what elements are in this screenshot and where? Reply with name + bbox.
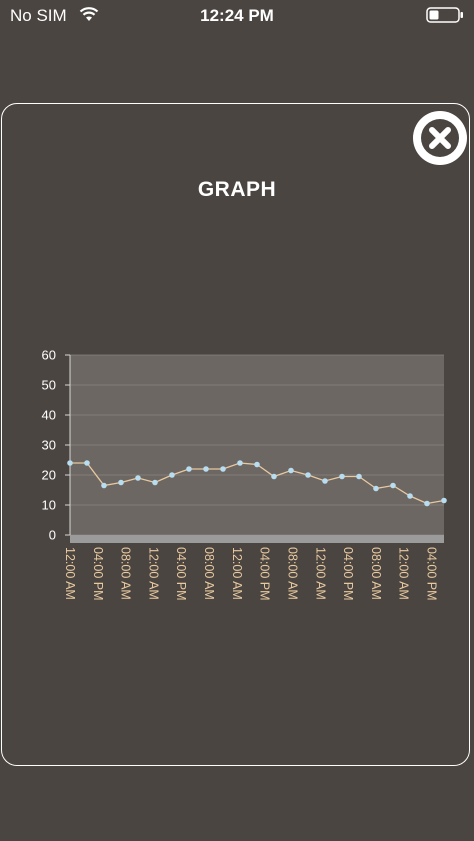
data-point: [135, 475, 141, 481]
close-button[interactable]: [413, 111, 467, 165]
x-tick-label: 12:00 AM: [230, 547, 244, 600]
y-axis-ticks: 60 50 40 30 20 10 0: [42, 348, 70, 543]
x-tick-label: 04:00 PM: [258, 547, 272, 601]
battery-icon: [426, 7, 463, 23]
x-tick-label: 12:00 AM: [63, 547, 77, 600]
y-tick-label: 10: [42, 498, 56, 513]
x-tick-label: 04:00 PM: [174, 547, 188, 601]
y-tick-label: 30: [42, 438, 56, 453]
y-tick-label: 50: [42, 378, 56, 393]
data-point: [373, 485, 379, 492]
close-icon: [421, 119, 459, 157]
x-axis-ticks: 12:00 AM 04:00 PM 08:00 AM 12:00 AM 04:00 PM…: [63, 547, 438, 601]
data-point: [424, 500, 430, 507]
data-point: [305, 472, 311, 478]
x-tick-label: 08:00 AM: [285, 547, 299, 600]
data-point: [288, 467, 294, 474]
carrier-label: No SIM: [10, 6, 67, 25]
data-point: [220, 466, 226, 472]
y-tick-label: 40: [42, 408, 56, 423]
x-tick-label: 12:00 AM: [313, 547, 327, 600]
data-point: [152, 479, 158, 486]
data-point: [84, 460, 90, 466]
data-point: [322, 478, 328, 484]
x-tick-label: 04:00 PM: [424, 547, 438, 601]
modal-title: GRAPH: [197, 178, 277, 201]
x-axis-band: [70, 535, 444, 543]
data-point: [441, 497, 447, 504]
data-point: [254, 461, 260, 468]
x-tick-label: 12:00 AM: [397, 547, 411, 600]
data-point: [237, 460, 243, 466]
series-points: [67, 460, 447, 507]
data-point: [169, 472, 175, 478]
data-point: [118, 479, 124, 486]
y-tick-label: 60: [42, 348, 56, 363]
x-tick-label: 04:00 PM: [91, 547, 105, 601]
status-time: 12:24 PM: [200, 6, 274, 25]
wifi-icon: [79, 7, 99, 21]
y-tick-label: 0: [49, 528, 56, 543]
data-point: [390, 482, 396, 489]
status-bar: No SIM 12:24 PM: [0, 0, 474, 30]
data-point: [271, 473, 277, 480]
data-point: [203, 466, 209, 472]
x-tick-label: 08:00 AM: [119, 547, 133, 600]
x-tick-label: 12:00 AM: [146, 547, 160, 600]
data-point: [101, 482, 107, 489]
x-tick-label: 08:00 AM: [202, 547, 216, 600]
data-point: [186, 466, 192, 472]
data-point: [407, 493, 413, 499]
x-tick-label: 08:00 AM: [369, 547, 383, 600]
y-tick-label: 20: [42, 468, 56, 483]
data-point: [339, 473, 345, 480]
data-point: [356, 473, 362, 480]
data-point: [67, 460, 73, 466]
x-tick-label: 04:00 PM: [341, 547, 355, 601]
